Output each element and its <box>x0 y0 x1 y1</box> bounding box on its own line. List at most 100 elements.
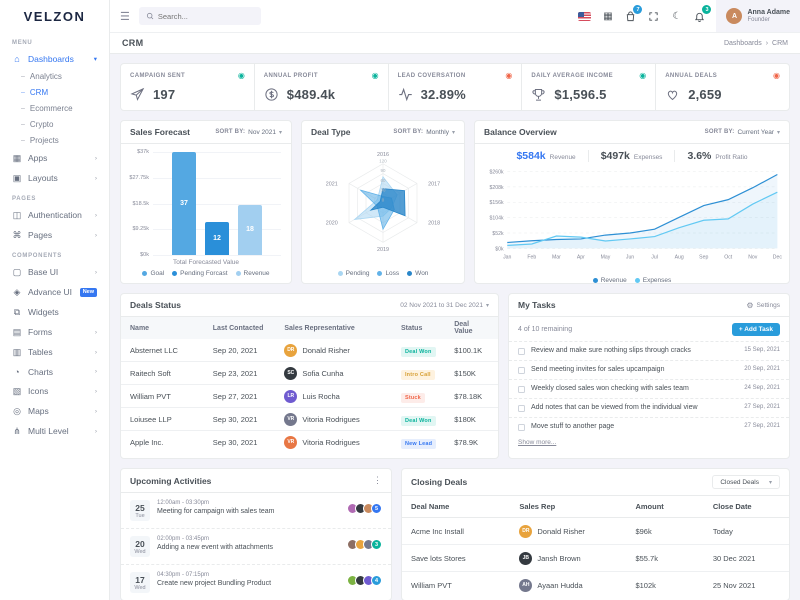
sales-forecast-sort[interactable]: SORT BY: Nov 2021 ▾ <box>215 128 282 136</box>
sidebar-item-widgets[interactable]: ⧉ Widgets <box>0 302 109 322</box>
sidebar-subitem-projects[interactable]: – Projects <box>0 132 109 148</box>
chevron-icon: › <box>94 387 97 395</box>
sidebar-subitem-analytics[interactable]: – Analytics <box>0 68 109 84</box>
task-item[interactable]: Send meeting invites for sales upcampaig… <box>509 360 789 379</box>
search-box[interactable] <box>138 7 261 25</box>
sidebar-item-advance-ui[interactable]: ◈ Advance UI New <box>0 282 109 302</box>
brand-logo[interactable]: VELZON <box>23 8 86 24</box>
task-item[interactable]: Move stuff to another page 27 Sep, 2021 <box>509 417 789 436</box>
svg-text:120: 120 <box>379 158 387 163</box>
sidebar-item-multi-level[interactable]: ⋔ Multi Level › <box>0 421 109 441</box>
deals-col-name[interactable]: Name <box>121 317 204 339</box>
deals-date-range[interactable]: 02 Nov 2021 to 31 Dec 2021 ▾ <box>400 301 489 309</box>
user-menu[interactable]: A Anna Adame Founder <box>716 0 800 32</box>
legend-item-pending[interactable]: Pending <box>337 270 369 277</box>
fullscreen-icon[interactable] <box>647 9 660 23</box>
closing-date: 25 Nov 2021 <box>703 571 789 598</box>
apps-grid-icon[interactable]: ▦ <box>603 10 613 22</box>
legend-item-revenue[interactable]: Revenue <box>235 270 270 277</box>
bar-revenue[interactable]: 18 <box>238 204 262 255</box>
sidebar-item-base-ui[interactable]: ▢ Base UI › <box>0 262 109 282</box>
deals-table-row[interactable]: Absternet LLC Sep 20, 2021 DR Donald Rish… <box>121 339 498 362</box>
sidebar-item-icons[interactable]: ▧ Icons › <box>0 381 109 401</box>
kebab-menu-icon[interactable]: ⋮ <box>373 475 382 485</box>
sidebar-item-tables[interactable]: ▥ Tables › <box>0 342 109 362</box>
legend-item-loss[interactable]: Loss <box>377 270 399 277</box>
closing-table-row[interactable]: Acme Inc Install DR Donald Risher $96k To… <box>402 518 789 545</box>
bar-goal[interactable]: 37 <box>172 152 196 255</box>
layouts-icon: ▣ <box>12 172 22 183</box>
task-item[interactable]: Add notes that can be viewed from the in… <box>509 398 789 417</box>
closing-col-deal-name[interactable]: Deal Name <box>402 496 511 518</box>
task-checkbox[interactable] <box>518 386 525 393</box>
sidebar-item-charts[interactable]: ◔ Charts › <box>0 362 109 381</box>
chevron-icon: › <box>94 211 97 219</box>
legend-item-goal[interactable]: Goal <box>142 270 164 277</box>
show-more-link[interactable]: Show more... <box>518 439 557 446</box>
sidebar-item-dashboards[interactable]: ⌂ Dashboards ▾ <box>0 49 109 68</box>
bar-pending-forcast[interactable]: 12 <box>205 221 229 255</box>
task-checkbox[interactable] <box>518 424 525 431</box>
sidebar-item-maps[interactable]: ◎ Maps › <box>0 401 109 421</box>
closing-table-row[interactable]: Save lots Stores JB Jansh Brown $55.7k 30… <box>402 544 789 572</box>
legend-item-pending-forcast[interactable]: Pending Forcast <box>172 270 228 277</box>
closing-deal-name: Save lots Stores <box>402 544 511 572</box>
closing-col-close-date[interactable]: Close Date <box>703 496 789 518</box>
dash-icon: – <box>21 72 25 80</box>
activity-item[interactable]: 17 Wed 04:30pm - 07:15pm Create new proje… <box>121 564 391 600</box>
task-checkbox[interactable] <box>518 367 525 374</box>
line-series-revenue <box>507 173 778 244</box>
sidebar-item-authentication[interactable]: ◫ Authentication › <box>0 205 109 225</box>
dash-icon: – <box>21 136 25 144</box>
task-item[interactable]: Weekly closed sales won checking with sa… <box>509 379 789 398</box>
balance-overview-card: Balance Overview SORT BY: Current Year ▾… <box>474 120 790 284</box>
sidebar-item-layouts[interactable]: ▣ Layouts › <box>0 168 109 188</box>
task-date: 27 Sep, 2021 <box>744 423 780 429</box>
deals-table-row[interactable]: William PVT Sep 27, 2021 LR Luis Rocha St… <box>121 384 498 408</box>
tasks-settings-button[interactable]: ⚙ Settings <box>746 300 780 310</box>
task-checkbox[interactable] <box>518 348 525 355</box>
sidebar-subitem-ecommerce[interactable]: – Ecommerce <box>0 100 109 116</box>
balance-overview-sort[interactable]: SORT BY: Current Year ▾ <box>704 128 780 136</box>
hamburger-icon[interactable]: ☰ <box>120 10 130 23</box>
topbar-actions: ▦ 7 ☾ 3 A Anna Adame Founder <box>578 0 800 32</box>
deal-type-sort[interactable]: SORT BY: Monthly ▾ <box>393 128 455 136</box>
deals-col-last-contacted[interactable]: Last Contacted <box>203 317 276 339</box>
deals-table-row[interactable]: Loiusee LLP Sep 30, 2021 VR Vitoria Rodri… <box>121 407 498 431</box>
legend-item-won[interactable]: Won <box>407 270 428 277</box>
sidebar-subitem-crypto[interactable]: – Crypto <box>0 116 109 132</box>
svg-text:0: 0 <box>382 198 385 203</box>
sidebar-item-apps[interactable]: ▦ Apps › <box>0 148 109 168</box>
language-flag-icon[interactable] <box>578 11 592 21</box>
sidebar-subitem-label: Projects <box>29 135 59 145</box>
sidebar-subitem-crm[interactable]: – CRM <box>0 84 109 100</box>
closing-deals-filter[interactable]: Closed Deals ▾ <box>712 475 780 489</box>
task-item[interactable]: Review and make sure nothing slips throu… <box>509 341 789 360</box>
sidebar-item-forms[interactable]: ▤ Forms › <box>0 322 109 342</box>
activity-item[interactable]: 25 Tue 12:00am - 03:30pm Meeting for camp… <box>121 493 391 528</box>
deals-col-status[interactable]: Status <box>391 317 446 339</box>
closing-table-row[interactable]: William PVT AH Ayaan Hudda $102k 25 Nov 2… <box>402 571 789 598</box>
sidebar-item-pages[interactable]: ⌘ Pages › <box>0 225 109 245</box>
add-task-button[interactable]: + Add Task <box>731 323 780 336</box>
deals-table-row[interactable]: Apple Inc. Sep 30, 2021 VR Vitoria Rodrig… <box>121 430 498 453</box>
trend-up-icon: ◉ <box>371 71 379 80</box>
deals-col-sales-representative[interactable]: Sales Representative <box>275 317 392 339</box>
search-input[interactable] <box>157 11 254 21</box>
deals-col-deal-value[interactable]: Deal Value <box>445 317 498 339</box>
dark-mode-icon[interactable]: ☾ <box>672 10 682 22</box>
cart-icon[interactable]: 7 <box>624 5 643 23</box>
notifications-bell-icon[interactable]: 3 <box>693 5 712 23</box>
activity-item[interactable]: 20 Wed 02:00pm - 03:45pm Adding a new eve… <box>121 528 391 564</box>
legend-item-revenue[interactable]: Revenue <box>592 277 627 284</box>
status-badge: Stuck <box>400 392 425 403</box>
breadcrumb-root[interactable]: Dashboards <box>723 39 762 47</box>
closing-col-amount[interactable]: Amount <box>626 496 704 518</box>
closing-col-sales-rep[interactable]: Sales Rep <box>510 496 627 518</box>
deal-value: $150K <box>445 361 498 385</box>
dashboards-icon: ⌂ <box>14 53 20 64</box>
deals-table-row[interactable]: Raitech Soft Sep 23, 2021 SC Sofia Cunha … <box>121 361 498 385</box>
heart-icon <box>665 87 680 102</box>
legend-item-expenses[interactable]: Expenses <box>634 277 671 284</box>
task-checkbox[interactable] <box>518 405 525 412</box>
